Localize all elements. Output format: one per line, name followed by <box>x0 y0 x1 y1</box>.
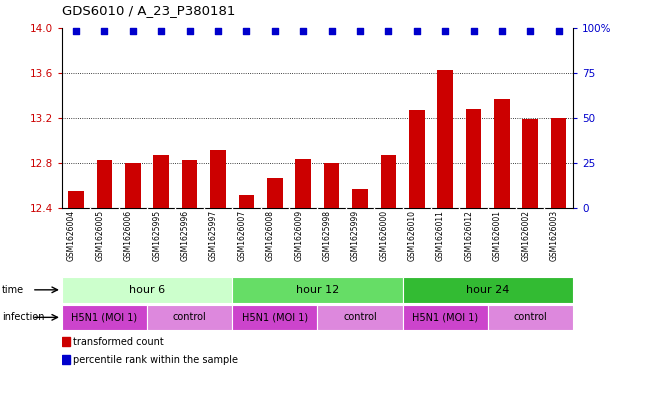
Point <box>525 28 536 34</box>
Bar <box>62 277 232 303</box>
Point <box>184 28 195 34</box>
Bar <box>402 305 488 330</box>
Point <box>355 28 365 34</box>
Bar <box>62 305 147 330</box>
Bar <box>352 189 368 208</box>
Text: GSM1626008: GSM1626008 <box>266 210 275 261</box>
Text: H5N1 (MOI 1): H5N1 (MOI 1) <box>72 312 137 322</box>
Point <box>213 28 223 34</box>
Bar <box>523 119 538 208</box>
Point <box>156 28 167 34</box>
Text: GSM1626002: GSM1626002 <box>521 210 531 261</box>
Text: time: time <box>2 285 24 295</box>
Point <box>440 28 450 34</box>
Point <box>71 28 81 34</box>
Text: GSM1625999: GSM1625999 <box>351 210 360 261</box>
Text: GSM1626006: GSM1626006 <box>124 210 133 261</box>
Bar <box>68 191 84 208</box>
Text: GSM1626012: GSM1626012 <box>465 210 473 261</box>
Text: GSM1626004: GSM1626004 <box>67 210 76 261</box>
Text: GSM1626009: GSM1626009 <box>294 210 303 261</box>
Bar <box>437 70 453 208</box>
Point <box>468 28 478 34</box>
Point <box>553 28 564 34</box>
Bar <box>96 160 112 208</box>
Bar <box>210 149 226 208</box>
Text: percentile rank within the sample: percentile rank within the sample <box>72 354 238 365</box>
Point <box>241 28 251 34</box>
Bar <box>409 110 424 208</box>
Bar <box>465 109 481 208</box>
Text: GSM1625998: GSM1625998 <box>322 210 331 261</box>
Text: control: control <box>514 312 547 322</box>
Bar <box>381 155 396 208</box>
Bar <box>125 163 141 208</box>
Text: GSM1626010: GSM1626010 <box>408 210 417 261</box>
Text: transformed count: transformed count <box>72 337 163 347</box>
Bar <box>232 305 317 330</box>
Bar <box>62 355 70 364</box>
Bar <box>182 160 197 208</box>
Bar <box>488 305 573 330</box>
Text: GSM1625995: GSM1625995 <box>152 210 161 261</box>
Text: GSM1626001: GSM1626001 <box>493 210 502 261</box>
Bar <box>296 158 311 208</box>
Bar <box>147 305 232 330</box>
Bar <box>402 277 573 303</box>
Bar <box>154 155 169 208</box>
Bar <box>494 99 510 208</box>
Point <box>497 28 507 34</box>
Text: GSM1626003: GSM1626003 <box>549 210 559 261</box>
Point <box>99 28 109 34</box>
Point <box>326 28 337 34</box>
Text: control: control <box>173 312 206 322</box>
Text: hour 12: hour 12 <box>296 285 339 295</box>
Bar <box>232 277 402 303</box>
Text: control: control <box>343 312 377 322</box>
Point <box>383 28 394 34</box>
Point <box>270 28 280 34</box>
Text: GSM1625996: GSM1625996 <box>180 210 189 261</box>
Text: H5N1 (MOI 1): H5N1 (MOI 1) <box>242 312 308 322</box>
Point <box>411 28 422 34</box>
Point <box>128 28 138 34</box>
Bar <box>324 163 339 208</box>
Text: GSM1626007: GSM1626007 <box>238 210 246 261</box>
Bar <box>551 118 566 208</box>
Text: GSM1626000: GSM1626000 <box>380 210 389 261</box>
Text: GSM1626005: GSM1626005 <box>96 210 104 261</box>
Text: GDS6010 / A_23_P380181: GDS6010 / A_23_P380181 <box>62 4 235 17</box>
Bar <box>317 305 402 330</box>
Point <box>298 28 309 34</box>
Text: H5N1 (MOI 1): H5N1 (MOI 1) <box>412 312 478 322</box>
Text: infection: infection <box>2 312 44 322</box>
Bar <box>62 337 70 346</box>
Text: hour 24: hour 24 <box>466 285 509 295</box>
Bar <box>238 195 254 208</box>
Text: GSM1626011: GSM1626011 <box>436 210 445 261</box>
Bar <box>267 178 283 208</box>
Text: hour 6: hour 6 <box>129 285 165 295</box>
Text: GSM1625997: GSM1625997 <box>209 210 218 261</box>
